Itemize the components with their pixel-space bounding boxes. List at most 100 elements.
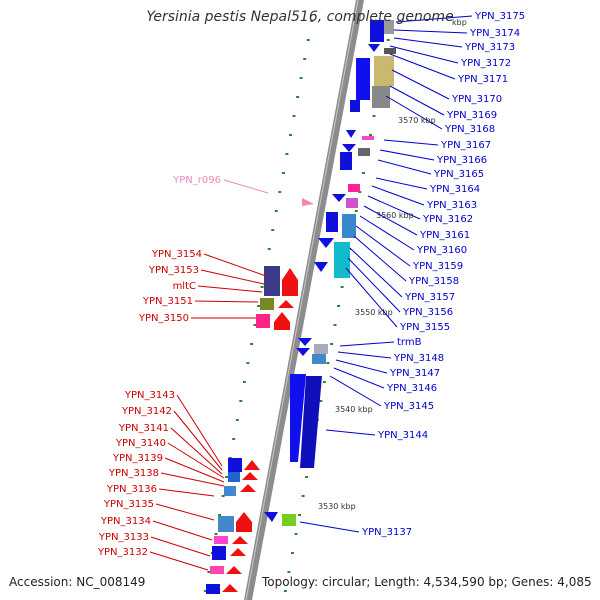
scale-tick bbox=[242, 381, 246, 383]
gene-label: YPN_3175 bbox=[474, 11, 525, 22]
gene-block bbox=[384, 20, 394, 34]
leader-line bbox=[164, 457, 225, 483]
scale-tick bbox=[207, 571, 211, 573]
gene-label: YPN_3164 bbox=[429, 184, 480, 195]
gene-block bbox=[340, 152, 352, 170]
scale-tick bbox=[232, 438, 236, 440]
gene-arrow bbox=[236, 512, 252, 532]
gene-label: YPN_3153 bbox=[148, 265, 199, 276]
gene-arrow bbox=[226, 566, 242, 574]
gene-arrow bbox=[282, 268, 298, 296]
gene-arrow bbox=[232, 536, 248, 544]
gene-label: YPN_3148 bbox=[393, 353, 444, 364]
leader-line bbox=[367, 195, 421, 220]
gene-label: YPN_3154 bbox=[151, 249, 202, 260]
gene-label: YPN_3174 bbox=[469, 28, 520, 39]
scale-tick bbox=[278, 191, 282, 193]
leader-line bbox=[391, 69, 450, 100]
gene-arrow bbox=[346, 130, 356, 138]
leader-line bbox=[393, 37, 463, 48]
gene-block bbox=[206, 584, 220, 594]
gene-label: YPN_3166 bbox=[436, 155, 487, 166]
leader-line bbox=[176, 394, 223, 467]
scale-tick bbox=[257, 305, 261, 307]
forward-gene-labels: YPN_3175 YPN_3174 YPN_3173 YPN_3172 YPN_… bbox=[361, 11, 525, 538]
leader-line bbox=[149, 551, 209, 571]
gene-arrow bbox=[278, 300, 294, 308]
scale-tick bbox=[298, 514, 302, 516]
scale-tick bbox=[372, 115, 376, 117]
scale-tick bbox=[214, 533, 218, 535]
scale-tick bbox=[294, 533, 298, 535]
scale-tick bbox=[386, 39, 390, 41]
gene-label: YPN_3172 bbox=[460, 58, 511, 69]
gene-arrow bbox=[368, 44, 380, 52]
leader-line bbox=[389, 53, 456, 80]
gene-label: YPN_3167 bbox=[440, 140, 491, 151]
scale-tick bbox=[319, 400, 323, 402]
leader-line bbox=[371, 185, 425, 206]
scale-ticks bbox=[203, 20, 394, 592]
leader-line bbox=[335, 359, 388, 374]
gene-label: YPN_3160 bbox=[416, 245, 467, 256]
leader-line bbox=[173, 410, 223, 471]
gene-arrow bbox=[242, 472, 258, 480]
scale-tick bbox=[340, 286, 344, 288]
leader-line bbox=[337, 351, 392, 359]
scale-tick bbox=[305, 476, 309, 478]
gene-label: YPN_3142 bbox=[121, 406, 172, 417]
leader-line bbox=[363, 205, 418, 236]
scale-tick bbox=[225, 476, 229, 478]
topology-label: Topology: circular; Length: 4,534,590 bp… bbox=[262, 575, 592, 589]
leader-line bbox=[325, 429, 376, 436]
leader-line bbox=[385, 95, 443, 130]
scale-tick bbox=[271, 229, 275, 231]
scale-tick bbox=[283, 590, 287, 592]
leader-line bbox=[383, 139, 439, 146]
gene-block bbox=[346, 198, 358, 208]
gene-arrow bbox=[296, 348, 310, 356]
leader-line bbox=[349, 247, 403, 298]
gene-label: YPN_3151 bbox=[142, 296, 193, 307]
gene-label: YPN_3137 bbox=[361, 527, 412, 538]
rna-gene-label: YPN_r096 bbox=[172, 175, 221, 186]
gene-block bbox=[356, 58, 370, 100]
gene-arrow bbox=[298, 338, 312, 346]
gene-block bbox=[264, 266, 280, 296]
scale-tick bbox=[306, 39, 310, 41]
gene-arrow bbox=[222, 584, 238, 592]
leader-line bbox=[150, 536, 211, 557]
gene-arrow bbox=[314, 262, 328, 272]
gene-label: YPN_3141 bbox=[118, 423, 169, 434]
gene-label: YPN_3135 bbox=[103, 499, 154, 510]
gene-label: YPN_3155 bbox=[399, 322, 450, 333]
gene-block bbox=[374, 56, 394, 86]
gene-label: trmB bbox=[397, 337, 422, 348]
scale-tick bbox=[221, 495, 225, 497]
leader-line bbox=[377, 159, 432, 175]
scale-tick bbox=[330, 343, 333, 345]
gene-label: YPN_3161 bbox=[419, 230, 470, 241]
gene-label: YPN_3139 bbox=[112, 453, 163, 464]
gene-label: YPN_3168 bbox=[444, 124, 495, 135]
gene-block bbox=[256, 314, 270, 328]
leader-line bbox=[359, 215, 415, 251]
label-leader-lines bbox=[149, 15, 473, 571]
scale-tick bbox=[260, 286, 264, 288]
scale-tick bbox=[246, 362, 250, 364]
gene-label: YPN_3143 bbox=[124, 390, 175, 401]
scale-tick bbox=[292, 115, 296, 117]
leader-line bbox=[223, 179, 269, 194]
scale-tick bbox=[354, 210, 358, 212]
scale-tick bbox=[289, 134, 292, 136]
leader-line bbox=[347, 257, 401, 313]
gene-block bbox=[358, 148, 370, 156]
scale-tick bbox=[239, 400, 243, 402]
gene-label: YPN_3158 bbox=[408, 276, 459, 287]
gene-arrow bbox=[300, 376, 322, 468]
gene-label: YPN_3169 bbox=[446, 110, 497, 121]
leader-line bbox=[203, 253, 267, 277]
scale-tick bbox=[361, 172, 365, 174]
gene-block bbox=[314, 344, 328, 354]
